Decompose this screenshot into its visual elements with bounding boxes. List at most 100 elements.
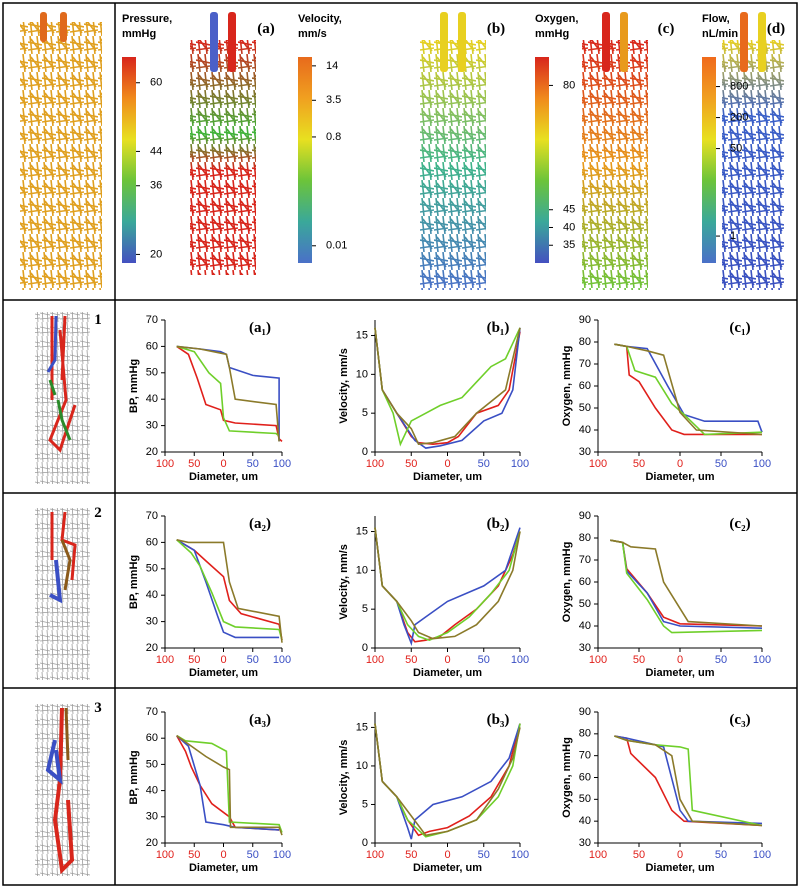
y-tick-label: 0 (362, 642, 368, 654)
y-tick-label: 15 (356, 525, 368, 537)
colorbar-tick-label: 20 (150, 248, 162, 260)
x-tick-label: 100 (589, 458, 607, 470)
colorbar-tick-label: 0.01 (326, 240, 347, 252)
y-tick-label: 50 (579, 598, 591, 610)
series-line (374, 527, 521, 640)
x-axis-label: Diameter, um (645, 667, 714, 679)
y-axis-label: Oxygen, mmHg (561, 737, 573, 818)
y-tick-label: 50 (579, 793, 591, 805)
series-line (176, 539, 280, 639)
y-tick-label: 20 (146, 446, 158, 458)
y-axis-label: Oxygen, mmHg (561, 542, 573, 623)
x-tick-label: 0 (677, 849, 683, 861)
series-line (176, 345, 280, 437)
x-tick-label: 50 (715, 654, 727, 666)
colorbar (298, 57, 312, 263)
y-tick-label: 5 (362, 407, 368, 419)
x-tick-label: 50 (478, 458, 490, 470)
colorbar-tick-label: 36 (150, 180, 162, 192)
colorbar-tick-label: 80 (563, 79, 575, 91)
x-tick-label: 50 (188, 849, 200, 861)
y-tick-label: 15 (356, 329, 368, 341)
y-tick-label: 70 (579, 750, 591, 762)
y-tick-label: 80 (579, 532, 591, 544)
x-tick-label: 100 (753, 654, 771, 666)
path-render (35, 312, 90, 484)
colorbar-title: mmHg (122, 28, 156, 40)
y-tick-label: 10 (356, 564, 368, 576)
y-tick-label: 30 (579, 837, 591, 849)
y-tick-label: 80 (579, 728, 591, 740)
colorbar-tick-label: 45 (563, 204, 575, 216)
colorbar-tick-label: 40 (563, 221, 575, 233)
y-tick-label: 70 (579, 554, 591, 566)
x-tick-label: 0 (677, 458, 683, 470)
x-tick-label: 100 (511, 654, 529, 666)
y-tick-label: 0 (362, 837, 368, 849)
series-line (374, 723, 521, 838)
y-axis-label: BP, mmHg (128, 750, 140, 804)
y-tick-label: 5 (362, 798, 368, 810)
colorbar-title: mmHg (535, 28, 569, 40)
series-line (614, 735, 763, 827)
y-tick-label: 60 (579, 771, 591, 783)
colorbar (702, 57, 716, 263)
colorbar-tick-label: 50 (730, 142, 742, 154)
colorbar-tick-label: 1 (730, 230, 736, 242)
series-line (176, 734, 283, 836)
series-line (176, 734, 283, 833)
y-tick-label: 70 (146, 314, 158, 326)
y-tick-label: 50 (146, 563, 158, 575)
colorbar-tick-label: 14 (326, 60, 338, 72)
y-axis-label: Velocity, mm/s (338, 348, 350, 424)
x-tick-label: 50 (247, 654, 259, 666)
panel-label: (b₃) (487, 712, 510, 728)
colorbar-tick-label: 60 (150, 77, 162, 89)
row-label: 2 (94, 505, 102, 521)
panel-label: (c₁) (729, 320, 750, 336)
x-tick-label: 50 (405, 458, 417, 470)
x-tick-label: 50 (715, 849, 727, 861)
x-tick-label: 100 (366, 458, 384, 470)
panel-label: (d) (767, 21, 785, 37)
x-tick-label: 0 (677, 654, 683, 666)
pressure-render (190, 12, 256, 275)
y-tick-label: 80 (579, 336, 591, 348)
series-line (176, 345, 280, 442)
series-line (374, 327, 521, 447)
panel-label: (c) (658, 21, 675, 37)
x-tick-label: 100 (511, 458, 529, 470)
x-tick-label: 50 (247, 849, 259, 861)
panel-label: (a) (257, 21, 275, 37)
y-tick-label: 40 (579, 815, 591, 827)
x-tick-label: 50 (405, 654, 417, 666)
colorbar-title: mm/s (298, 28, 327, 40)
x-tick-label: 100 (273, 654, 291, 666)
x-tick-label: 100 (589, 849, 607, 861)
x-tick-label: 50 (633, 849, 645, 861)
y-tick-label: 90 (579, 706, 591, 718)
panel-label: (a₃) (249, 712, 271, 728)
x-axis-label: Diameter, um (189, 471, 258, 483)
x-tick-label: 50 (715, 458, 727, 470)
series-line (614, 343, 762, 436)
x-tick-label: 50 (247, 458, 259, 470)
y-tick-label: 90 (579, 314, 591, 326)
x-tick-label: 100 (156, 654, 174, 666)
series-line (374, 723, 521, 837)
x-tick-label: 100 (511, 849, 529, 861)
y-tick-label: 70 (146, 706, 158, 718)
x-tick-label: 50 (633, 654, 645, 666)
series-line (614, 343, 763, 436)
y-tick-label: 40 (146, 785, 158, 797)
y-tick-label: 0 (362, 446, 368, 458)
x-tick-label: 50 (188, 458, 200, 470)
y-tick-label: 30 (146, 616, 158, 628)
series-line (176, 539, 283, 643)
y-tick-label: 15 (356, 721, 368, 733)
y-tick-label: 60 (579, 380, 591, 392)
flow-render (722, 12, 784, 290)
x-axis-label: Diameter, um (189, 862, 258, 874)
